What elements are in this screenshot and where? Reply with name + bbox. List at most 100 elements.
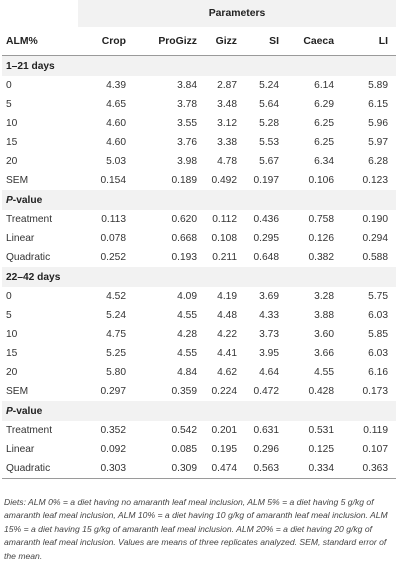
table-cell: 0.295	[245, 229, 287, 248]
table-cell: 0.113	[78, 210, 134, 229]
table-cell: 4.75	[78, 325, 134, 344]
table-cell: 6.03	[342, 306, 396, 325]
table-cell: 3.38	[205, 133, 245, 152]
table-row: 15 5.25 4.55 4.41 3.95 3.66 6.03	[2, 344, 396, 363]
table-row: 10 4.75 4.28 4.22 3.73 3.60 5.85	[2, 325, 396, 344]
table-cell: 0.078	[78, 229, 134, 248]
table-row: Treatment 0.352 0.542 0.201 0.631 0.531 0.119	[2, 421, 396, 440]
table-cell: 5.85	[342, 325, 396, 344]
table-cell: 3.66	[287, 344, 342, 363]
table-cell: 0.125	[287, 440, 342, 459]
section-title: 1–21 days	[2, 55, 396, 76]
table-cell: 5.89	[342, 76, 396, 95]
table-cell: 5.25	[78, 344, 134, 363]
section-title-p-value: P-value	[2, 190, 396, 210]
table-cell: 4.09	[134, 287, 205, 306]
p-value-suffix: -value	[12, 194, 43, 206]
table-row: 15 4.60 3.76 3.38 5.53 6.25 5.97	[2, 133, 396, 152]
table-cell: 0.123	[342, 171, 396, 190]
table-cell: 0.436	[245, 210, 287, 229]
table-cell: 5.97	[342, 133, 396, 152]
p-value-prefix: P	[6, 405, 13, 417]
table-cell: 6.25	[287, 133, 342, 152]
p-value-suffix: -value	[12, 405, 43, 417]
table-cell: 0.758	[287, 210, 342, 229]
table-row: Linear 0.078 0.668 0.108 0.295 0.126 0.294	[2, 229, 396, 248]
table-cell: 0.189	[134, 171, 205, 190]
table-cell: 3.88	[287, 306, 342, 325]
table-cell: 4.64	[245, 363, 287, 382]
table-cell: 4.39	[78, 76, 134, 95]
table-cell: 5.24	[245, 76, 287, 95]
section-header-row: P-value	[2, 401, 396, 421]
table-cell: 0.542	[134, 421, 205, 440]
table-cell: 0.648	[245, 248, 287, 267]
table-cell: 4.28	[134, 325, 205, 344]
table-cell: 5.96	[342, 114, 396, 133]
table-cell: 0.668	[134, 229, 205, 248]
row-label: SEM	[2, 382, 78, 401]
table-cell: 3.48	[205, 95, 245, 114]
table-cell: 4.22	[205, 325, 245, 344]
table-body: 1–21 days 0 4.39 3.84 2.87 5.24 6.14 5.89 5 4.65 3…	[2, 55, 396, 479]
table-cell: 3.98	[134, 152, 205, 171]
table-cell: 3.60	[287, 325, 342, 344]
column-header-alm: ALM%	[2, 27, 78, 56]
table-cell: 4.19	[205, 287, 245, 306]
table-cell: 0.154	[78, 171, 134, 190]
table-cell: 0.474	[205, 459, 245, 479]
table-row: 5 4.65 3.78 3.48 5.64 6.29 6.15	[2, 95, 396, 114]
table-cell: 6.03	[342, 344, 396, 363]
table-cell: 0.472	[245, 382, 287, 401]
table-cell: 0.620	[134, 210, 205, 229]
data-table: Parameters ALM% Crop ProGizz Gizz SI Cae…	[2, 0, 396, 479]
table-cell: 0.334	[287, 459, 342, 479]
section-header-row: P-value	[2, 190, 396, 210]
section-header-row: 22–42 days	[2, 267, 396, 287]
row-label: 5	[2, 306, 78, 325]
table-cell: 0.201	[205, 421, 245, 440]
table-cell: 4.55	[287, 363, 342, 382]
table-cell: 5.24	[78, 306, 134, 325]
table-cell: 0.107	[342, 440, 396, 459]
table-cell: 6.15	[342, 95, 396, 114]
table-cell: 0.252	[78, 248, 134, 267]
table-cell: 0.108	[205, 229, 245, 248]
table-cell: 0.382	[287, 248, 342, 267]
table-row: Linear 0.092 0.085 0.195 0.296 0.125 0.107	[2, 440, 396, 459]
table-cell: 0.303	[78, 459, 134, 479]
table-cell: 0.085	[134, 440, 205, 459]
table-cell: 5.75	[342, 287, 396, 306]
row-label: 0	[2, 287, 78, 306]
table-cell: 0.294	[342, 229, 396, 248]
table-row: 10 4.60 3.55 3.12 5.28 6.25 5.96	[2, 114, 396, 133]
table-cell: 0.297	[78, 382, 134, 401]
table-cell: 3.55	[134, 114, 205, 133]
table-cell: 0.173	[342, 382, 396, 401]
column-header-si: SI	[245, 27, 287, 56]
table-cell: 0.492	[205, 171, 245, 190]
table-cell: 3.69	[245, 287, 287, 306]
table-cell: 4.60	[78, 114, 134, 133]
table-cell: 6.34	[287, 152, 342, 171]
table-cell: 4.52	[78, 287, 134, 306]
table-row: Quadratic 0.252 0.193 0.211 0.648 0.382 0.588	[2, 248, 396, 267]
row-label: 15	[2, 133, 78, 152]
table-cell: 0.211	[205, 248, 245, 267]
table-cell: 0.363	[342, 459, 396, 479]
table-cell: 5.53	[245, 133, 287, 152]
table-cell: 0.531	[287, 421, 342, 440]
row-label: Treatment	[2, 421, 78, 440]
table-cell: 4.55	[134, 306, 205, 325]
table-cell: 0.195	[205, 440, 245, 459]
table-row: 5 5.24 4.55 4.48 4.33 3.88 6.03	[2, 306, 396, 325]
header-spacer	[2, 0, 78, 27]
table-cell: 6.29	[287, 95, 342, 114]
table-cell: 5.67	[245, 152, 287, 171]
table-cell: 6.16	[342, 363, 396, 382]
table-cell: 0.631	[245, 421, 287, 440]
column-header-crop: Crop	[78, 27, 134, 56]
row-label: 10	[2, 325, 78, 344]
table-cell: 6.28	[342, 152, 396, 171]
